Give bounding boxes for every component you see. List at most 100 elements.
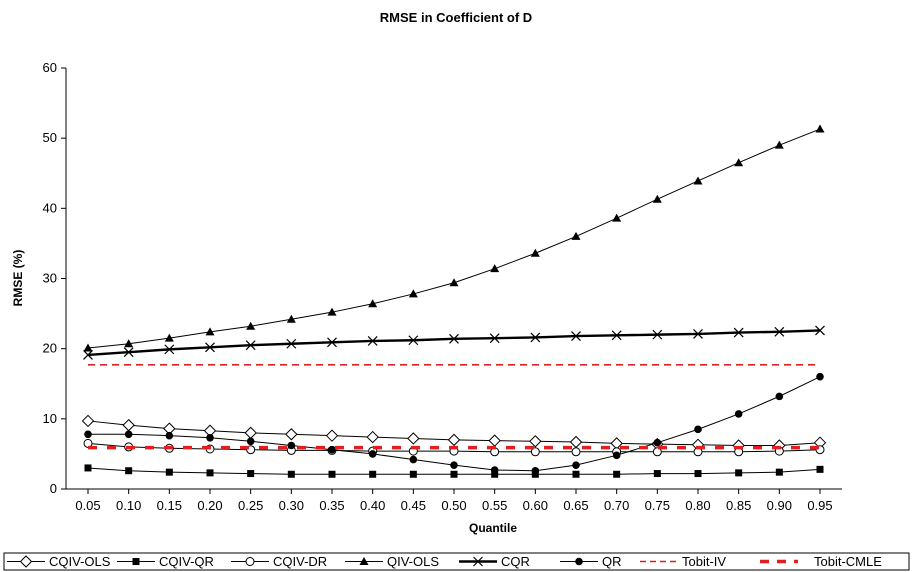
data-point-cqr-stroke	[245, 340, 256, 351]
data-point-qiv-ols	[246, 321, 256, 330]
y-tick-label: 50	[43, 130, 57, 145]
data-point-qiv-ols	[164, 333, 174, 342]
data-point-cqr	[774, 326, 785, 337]
data-point-cqr-stroke	[367, 336, 378, 346]
data-point-cqiv-qr	[491, 470, 499, 478]
x-tick-label: 0.55	[482, 498, 507, 513]
x-axis-label: Quantile	[469, 521, 517, 535]
data-point-cqiv-qr	[694, 470, 702, 478]
series-cqr	[83, 325, 825, 360]
data-point-cqiv-dr	[530, 447, 540, 457]
series-line-qiv-ols	[87, 128, 821, 349]
x-tick-label: 0.95	[807, 498, 832, 513]
legend-swatch-marker	[473, 556, 483, 567]
data-point-cqiv-qr	[816, 465, 824, 473]
legend-item-cqiv-dr: CQIV-DR	[231, 554, 327, 569]
data-point-cqiv-ols	[569, 435, 583, 449]
data-point-qr	[694, 425, 702, 434]
data-point-cqiv-dr	[571, 447, 581, 457]
data-point-cqiv-ols	[285, 428, 298, 441]
data-point-cqr	[652, 329, 663, 340]
series-cqiv-ols	[81, 414, 827, 452]
legend-label: Tobit-CMLE	[814, 554, 882, 569]
data-point-qr	[653, 438, 662, 447]
data-point-qr	[206, 433, 214, 442]
data-point-cqiv-qr	[369, 470, 377, 478]
data-point-cqr	[123, 347, 134, 358]
legend-item-cqr: CQR	[459, 554, 530, 569]
x-tick-label: 0.45	[401, 498, 426, 513]
data-point-cqiv-ols	[407, 432, 420, 445]
data-point-qr	[246, 437, 255, 446]
data-point-qiv-ols	[368, 299, 378, 308]
y-axis-label: RMSE (%)	[11, 250, 25, 307]
data-point-cqiv-qr	[775, 468, 783, 476]
plot-area: 0 10 20 30 40 50 60 0.05 0.10 0.15 0.20 0.25 0.30 0.3…	[43, 60, 842, 513]
series-qr	[84, 372, 824, 475]
data-point-qr	[124, 430, 133, 439]
data-point-cqiv-qr	[247, 470, 255, 478]
data-point-qr	[165, 431, 174, 440]
data-point-cqiv-dr	[652, 447, 662, 457]
x-tick-label: 0.65	[563, 498, 588, 513]
legend-item-tobit-iv: Tobit-IV	[640, 554, 726, 569]
y-tick-label: 60	[43, 60, 57, 75]
data-point-cqr	[164, 344, 175, 355]
data-point-cqr-stroke	[733, 327, 744, 338]
data-point-cqr-stroke	[652, 329, 663, 340]
data-point-qr	[612, 451, 621, 460]
x-tick-label: 0.35	[319, 498, 344, 513]
legend-label: CQIV-QR	[159, 554, 214, 569]
data-point-qiv-ols	[693, 176, 703, 185]
data-point-cqiv-qr	[653, 470, 661, 478]
data-point-cqr-stroke	[408, 335, 419, 346]
data-point-qiv-ols	[83, 343, 93, 352]
data-point-cqr-stroke	[611, 330, 622, 341]
data-point-qiv-ols	[734, 158, 744, 167]
data-point-cqiv-qr	[735, 469, 743, 477]
data-point-cqr	[733, 327, 744, 338]
data-point-cqiv-qr	[613, 470, 621, 478]
data-point-cqr	[693, 329, 703, 339]
data-point-cqr-stroke	[164, 344, 175, 355]
legend-label: Tobit-IV	[682, 554, 726, 569]
data-point-cqr	[245, 340, 256, 351]
y-tick-label: 30	[43, 271, 57, 286]
data-point-qr	[450, 461, 458, 469]
data-point-qiv-ols	[571, 231, 581, 240]
legend-label: CQR	[501, 554, 530, 569]
data-point-qr	[490, 466, 499, 474]
x-tick-label: 0.75	[645, 498, 670, 513]
data-point-cqiv-qr	[572, 470, 580, 478]
data-point-cqr	[205, 342, 215, 353]
data-point-cqr-stroke	[489, 333, 500, 344]
data-point-qiv-ols	[530, 248, 540, 257]
data-point-qr	[531, 466, 540, 475]
y-tick-label: 20	[43, 341, 57, 356]
x-tick-label: 0.70	[604, 498, 629, 513]
x-tick-label: 0.85	[726, 498, 751, 513]
data-point-qr	[775, 392, 784, 401]
data-point-cqr-stroke	[774, 326, 785, 337]
data-point-qiv-ols	[774, 140, 784, 149]
data-point-cqiv-qr	[84, 464, 92, 472]
data-point-qiv-ols	[652, 194, 662, 203]
x-tick-label: 0.60	[523, 498, 548, 513]
chart-title: RMSE in Coefficient of D	[380, 10, 532, 25]
data-point-cqr-stroke	[123, 347, 134, 358]
series-cqiv-qr	[84, 464, 824, 478]
x-tick-label: 0.30	[279, 498, 304, 513]
data-point-cqiv-qr	[287, 470, 295, 478]
x-tick-label: 0.80	[685, 498, 710, 513]
legend-label: QR	[602, 554, 622, 569]
data-point-qiv-ols	[124, 339, 134, 348]
data-point-cqr-stroke	[205, 342, 215, 353]
legend: CQIV-OLS CQIV-QR CQIV-DR QIV-OLS CQR QR Tobit-…	[3, 552, 910, 571]
legend-label: CQIV-OLS	[49, 554, 111, 569]
data-point-cqr-stroke	[327, 337, 337, 348]
data-point-cqiv-qr	[165, 468, 173, 476]
data-point-cqiv-ols	[529, 435, 542, 448]
data-point-cqiv-qr	[125, 467, 133, 475]
data-point-cqr	[449, 333, 459, 344]
